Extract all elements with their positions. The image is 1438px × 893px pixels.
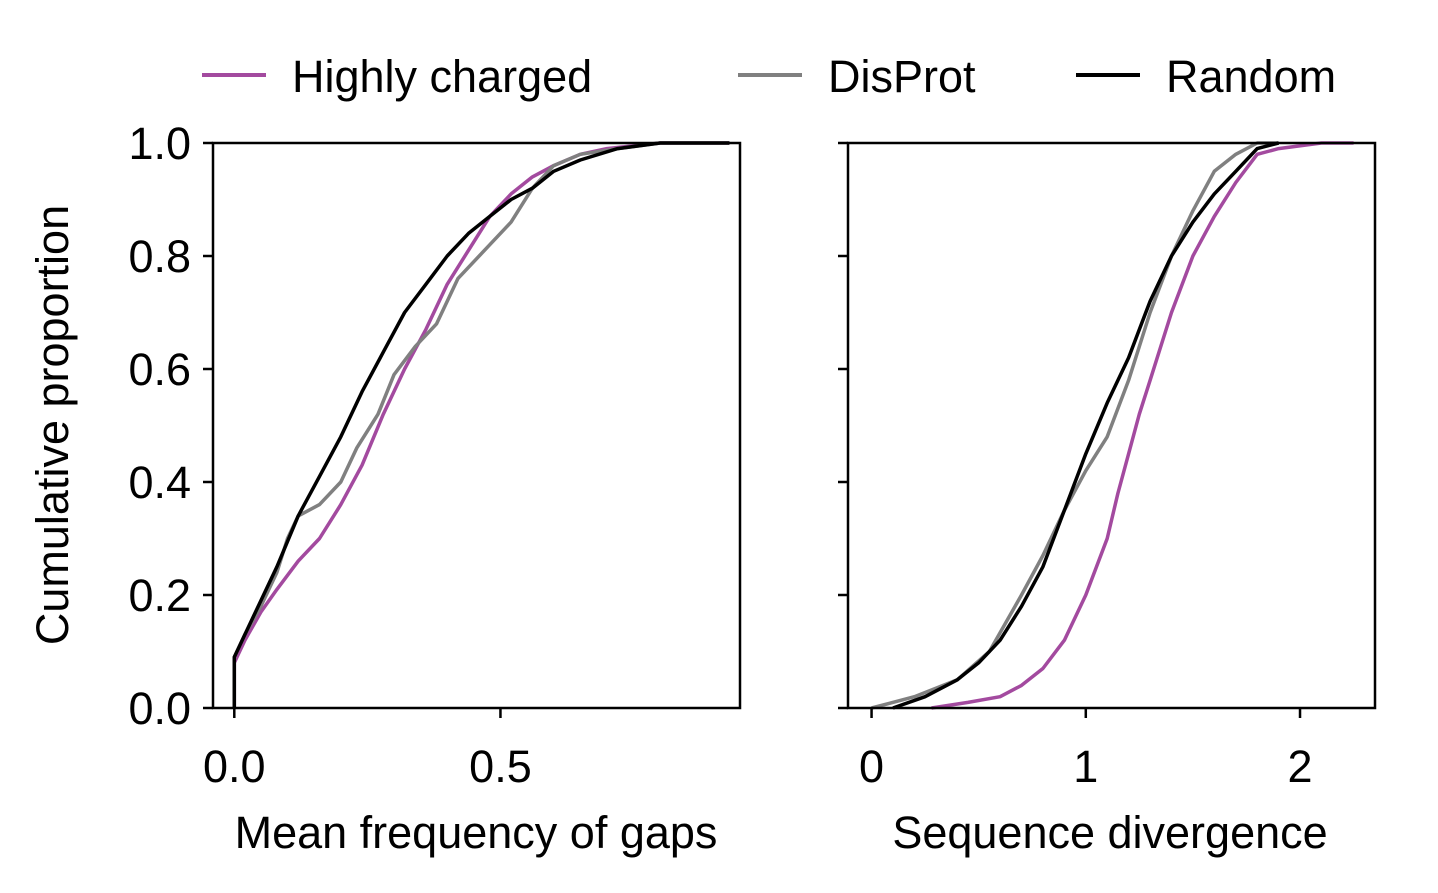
x-tick-label: 0.5: [469, 741, 532, 792]
panel-gaps-y-ticks: 0.0 0.2 0.4 0.6 0.8 1.0: [128, 118, 213, 734]
y-tick-label: 0.6: [128, 344, 191, 395]
y-tick-label: 0.4: [128, 457, 191, 508]
y-axis-title: Cumulative proportion: [27, 205, 78, 645]
panel-divergence-x-ticks: 0 1 2: [859, 708, 1313, 792]
x-tick-label: 0.0: [203, 741, 266, 792]
series-line-divergence-highly-charged: [931, 141, 1354, 710]
legend: Highly charged DisProt Random: [202, 51, 1336, 102]
panel-divergence: 0 1 2 Sequence divergence: [838, 141, 1377, 858]
y-tick-label: 0.8: [128, 231, 191, 282]
panel-divergence-frame: [846, 141, 1377, 710]
legend-label-highly-charged: Highly charged: [292, 51, 592, 102]
series-line-gaps-highly-charged: [232, 141, 730, 708]
panel-divergence-y-ticks: [838, 141, 848, 710]
series-line-gaps-disprot: [232, 141, 730, 708]
panel-divergence-series: [871, 141, 1354, 710]
y-tick-label: 0.0: [128, 683, 191, 734]
panel-gaps: 0.0 0.5 0.0 0.2 0.4 0.6 0.8 1.0 Mean frequency…: [128, 118, 742, 858]
legend-label-disprot: DisProt: [828, 51, 976, 102]
panel-gaps-frame: [211, 141, 742, 710]
x-tick-label: 1: [1073, 741, 1098, 792]
x-tick-label: 2: [1288, 741, 1313, 792]
series-line-divergence-random: [892, 141, 1280, 710]
panel-gaps-x-ticks: 0.0 0.5: [203, 708, 532, 792]
panel-gaps-x-axis-title: Mean frequency of gaps: [235, 807, 718, 858]
legend-label-random: Random: [1166, 51, 1336, 102]
panel-gaps-series: [232, 141, 730, 708]
series-line-gaps-random: [232, 141, 730, 708]
panel-divergence-x-axis-title: Sequence divergence: [892, 807, 1327, 858]
y-tick-label: 1.0: [128, 118, 191, 169]
y-tick-label: 0.2: [128, 570, 191, 621]
series-line-divergence-disprot: [871, 141, 1279, 710]
x-tick-label: 0: [859, 741, 884, 792]
